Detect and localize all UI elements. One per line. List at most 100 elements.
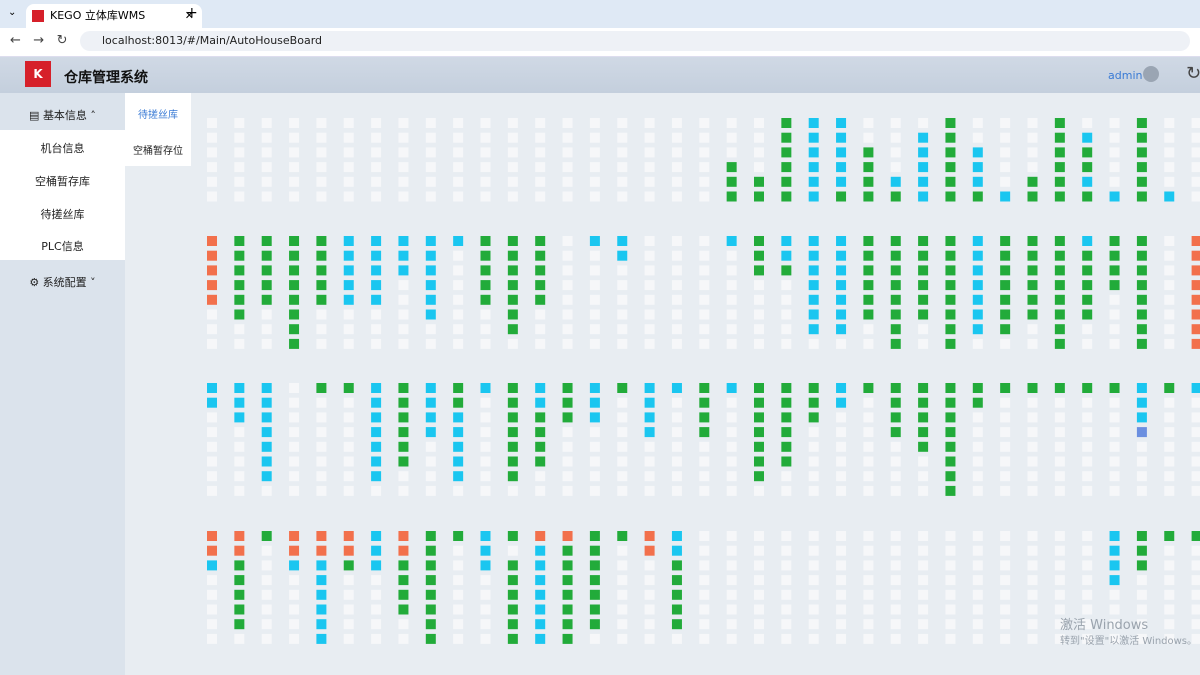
storage-cell[interactable] <box>1164 250 1175 261</box>
storage-cell[interactable] <box>453 309 464 320</box>
storage-cell[interactable] <box>562 441 573 452</box>
sub-tab[interactable]: 空桶暂存位 <box>133 146 183 157</box>
storage-cell[interactable] <box>890 456 901 467</box>
storage-cell[interactable] <box>671 324 682 335</box>
storage-cell[interactable] <box>316 560 327 571</box>
storage-cell[interactable] <box>1136 456 1147 467</box>
storage-cell[interactable] <box>371 309 382 320</box>
storage-cell[interactable] <box>945 441 956 452</box>
storage-cell[interactable] <box>836 324 847 335</box>
storage-cell[interactable] <box>890 383 901 393</box>
menu-group[interactable]: ▤ 基本信息 ˄ <box>29 109 96 122</box>
storage-cell[interactable] <box>836 412 847 423</box>
storage-cell[interactable] <box>972 147 983 158</box>
storage-cell[interactable] <box>726 441 737 452</box>
storage-cell[interactable] <box>1136 118 1147 128</box>
storage-cell[interactable] <box>1000 633 1011 644</box>
storage-cell[interactable] <box>1109 338 1120 349</box>
storage-cell[interactable] <box>863 412 874 423</box>
storage-cell[interactable] <box>836 236 847 246</box>
storage-cell[interactable] <box>535 309 546 320</box>
storage-cell[interactable] <box>1054 619 1065 630</box>
storage-cell[interactable] <box>398 589 409 600</box>
storage-cell[interactable] <box>453 456 464 467</box>
storage-cell[interactable] <box>425 280 436 291</box>
storage-cell[interactable] <box>671 294 682 305</box>
storage-cell[interactable] <box>808 162 819 173</box>
storage-cell[interactable] <box>918 132 929 143</box>
storage-cell[interactable] <box>808 531 819 541</box>
storage-cell[interactable] <box>589 338 600 349</box>
storage-cell[interactable] <box>972 545 983 556</box>
storage-cell[interactable] <box>1054 397 1065 408</box>
storage-cell[interactable] <box>1000 280 1011 291</box>
storage-cell[interactable] <box>207 118 217 128</box>
storage-cell[interactable] <box>453 560 464 571</box>
storage-cell[interactable] <box>617 604 628 615</box>
storage-cell[interactable] <box>480 191 491 202</box>
storage-cell[interactable] <box>1109 280 1120 291</box>
storage-cell[interactable] <box>1164 531 1175 541</box>
storage-cell[interactable] <box>890 485 901 496</box>
storage-cell[interactable] <box>289 191 300 202</box>
storage-cell[interactable] <box>398 176 409 187</box>
storage-cell[interactable] <box>562 545 573 556</box>
storage-cell[interactable] <box>1054 250 1065 261</box>
storage-cell[interactable] <box>836 545 847 556</box>
storage-cell[interactable] <box>425 191 436 202</box>
storage-cell[interactable] <box>480 560 491 571</box>
storage-cell[interactable] <box>1000 250 1011 261</box>
storage-cell[interactable] <box>261 236 272 246</box>
storage-cell[interactable] <box>945 383 956 393</box>
storage-cell[interactable] <box>808 560 819 571</box>
storage-cell[interactable] <box>480 441 491 452</box>
storage-cell[interactable] <box>1191 456 1200 467</box>
storage-cell[interactable] <box>754 280 764 291</box>
storage-cell[interactable] <box>289 471 300 482</box>
storage-cell[interactable] <box>754 589 764 600</box>
storage-cell[interactable] <box>1109 176 1120 187</box>
storage-cell[interactable] <box>671 427 682 438</box>
storage-cell[interactable] <box>1191 118 1200 128</box>
storage-cell[interactable] <box>808 397 819 408</box>
storage-cell[interactable] <box>918 456 929 467</box>
storage-cell[interactable] <box>398 397 409 408</box>
storage-cell[interactable] <box>1164 118 1175 128</box>
storage-cell[interactable] <box>1000 147 1011 158</box>
storage-cell[interactable] <box>1054 633 1065 644</box>
storage-cell[interactable] <box>918 633 929 644</box>
storage-cell[interactable] <box>507 294 518 305</box>
storage-cell[interactable] <box>1027 236 1038 246</box>
storage-cell[interactable] <box>234 441 245 452</box>
storage-cell[interactable] <box>507 619 518 630</box>
storage-cell[interactable] <box>1136 280 1147 291</box>
storage-cell[interactable] <box>371 589 382 600</box>
storage-cell[interactable] <box>1082 338 1093 349</box>
storage-cell[interactable] <box>836 294 847 305</box>
storage-cell[interactable] <box>289 162 300 173</box>
storage-cell[interactable] <box>371 412 382 423</box>
storage-cell[interactable] <box>453 265 464 276</box>
storage-cell[interactable] <box>1000 604 1011 615</box>
storage-cell[interactable] <box>781 309 792 320</box>
storage-cell[interactable] <box>644 633 655 644</box>
storage-cell[interactable] <box>562 560 573 571</box>
storage-cell[interactable] <box>261 294 272 305</box>
storage-cell[interactable] <box>1164 604 1175 615</box>
storage-cell[interactable] <box>754 412 764 423</box>
storage-cell[interactable] <box>726 265 737 276</box>
storage-cell[interactable] <box>261 427 272 438</box>
storage-cell[interactable] <box>863 560 874 571</box>
storage-cell[interactable] <box>207 589 217 600</box>
storage-cell[interactable] <box>617 412 628 423</box>
storage-cell[interactable] <box>1082 162 1093 173</box>
storage-cell[interactable] <box>562 147 573 158</box>
storage-cell[interactable] <box>343 250 354 261</box>
storage-cell[interactable] <box>289 412 300 423</box>
storage-cell[interactable] <box>1109 118 1120 128</box>
storage-cell[interactable] <box>425 619 436 630</box>
storage-cell[interactable] <box>754 250 764 261</box>
storage-cell[interactable] <box>261 338 272 349</box>
storage-cell[interactable] <box>754 427 764 438</box>
storage-cell[interactable] <box>754 575 764 586</box>
